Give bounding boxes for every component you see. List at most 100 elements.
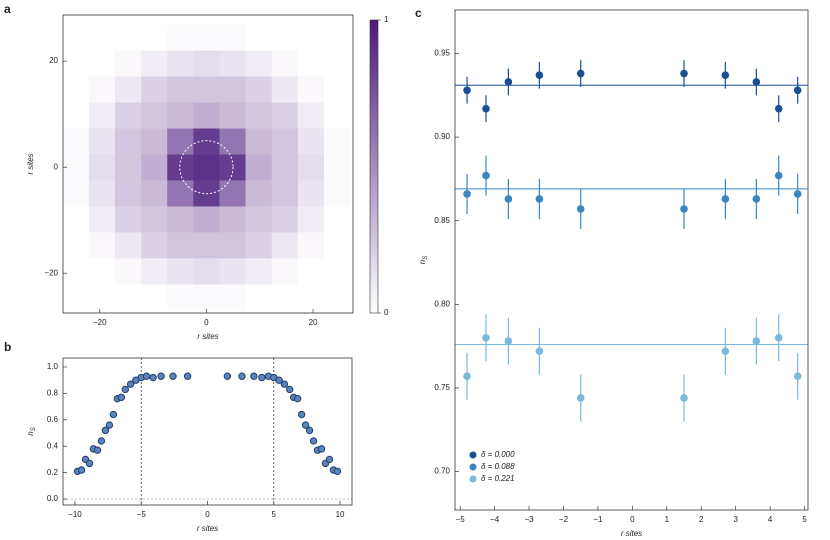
heatmap-cell: [167, 258, 194, 285]
legend-marker: [469, 463, 477, 471]
heatmap-cell: [62, 102, 90, 129]
x-axis-label: r sites: [621, 529, 642, 538]
x-tick-label: 2: [699, 515, 704, 524]
point: [535, 195, 544, 203]
x-tick-label: −3: [524, 515, 534, 524]
heatmap-cell: [297, 232, 325, 259]
heatmap-cell: [167, 24, 194, 51]
heatmap-cell: [323, 50, 351, 77]
point: [680, 205, 688, 213]
point: [535, 347, 544, 355]
heatmap-cell: [297, 206, 325, 233]
heatmap-cell: [62, 128, 90, 155]
point: [463, 190, 471, 198]
heatmap-cell: [114, 128, 142, 155]
point: [752, 337, 761, 345]
heatmap-cell: [219, 128, 246, 155]
point: [280, 380, 289, 388]
y-tick-label: 0.8: [47, 389, 59, 398]
point: [85, 459, 94, 468]
heatmap-cell: [219, 258, 246, 285]
point: [482, 333, 490, 342]
x-tick-label: 0: [204, 318, 209, 327]
x-tick-label: 3: [733, 515, 738, 524]
heatmap-cell: [167, 128, 194, 155]
x-tick-label: 20: [309, 318, 318, 327]
heatmap-cell: [297, 128, 325, 155]
heatmap-cell: [323, 232, 351, 259]
point: [535, 71, 544, 80]
point: [576, 394, 585, 402]
y-tick-label: 0.2: [47, 468, 59, 477]
point: [285, 385, 294, 394]
heatmap-cell: [114, 50, 142, 77]
dashed-circle: [179, 140, 234, 195]
point: [482, 104, 490, 113]
heatmap-cell: [88, 102, 116, 129]
x-tick-label: 0: [205, 510, 210, 519]
heatmap-cell: [297, 284, 325, 311]
heatmap-cell: [297, 180, 325, 207]
heatmap-cell: [219, 102, 246, 129]
y-tick-label: 0.80: [434, 299, 450, 308]
heatmap-cell: [62, 258, 90, 285]
heatmap-cell: [167, 154, 194, 181]
heatmap-cell: [114, 284, 142, 311]
y-axis-label: nS: [26, 427, 36, 435]
heatmap-cell: [271, 154, 299, 181]
point: [157, 372, 165, 380]
x-tick-label: 0: [630, 515, 635, 524]
heatmap-cell: [271, 284, 299, 311]
heatmap-cell: [88, 24, 116, 51]
heatmap-cell: [62, 206, 90, 233]
point: [774, 104, 783, 113]
heatmap-cell: [114, 232, 142, 259]
point: [752, 78, 761, 86]
heatmap-cell: [297, 154, 325, 181]
heatmap-cell: [141, 50, 168, 77]
heatmap-cell: [141, 128, 168, 155]
point: [121, 385, 130, 394]
y-tick-label: 0.6: [47, 415, 59, 424]
heatmap-cell: [88, 258, 116, 285]
legend-label: δ = 0.221: [481, 474, 515, 483]
panel-label: b: [4, 340, 11, 354]
heatmap-cell: [245, 24, 273, 51]
heatmap-cell: [271, 180, 299, 207]
point: [680, 394, 688, 402]
point: [504, 78, 513, 86]
heatmap-cell: [271, 258, 299, 285]
point: [752, 195, 761, 203]
y-tick-label: 0.0: [47, 494, 59, 503]
legend-label: δ = 0.088: [481, 462, 515, 471]
colorbar-tick-label: 0: [384, 308, 389, 317]
point: [333, 467, 342, 476]
axes-frame: [62, 14, 354, 314]
heatmap-cell: [88, 232, 116, 259]
heatmap-cell: [323, 24, 351, 51]
heatmap-cell: [141, 232, 168, 259]
heatmap-cell: [219, 76, 246, 103]
point: [576, 69, 585, 78]
point: [105, 421, 114, 429]
y-tick-label: 20: [49, 56, 58, 65]
x-axis-label: r sites: [197, 524, 218, 533]
y-axis-label-sub: S: [423, 256, 429, 260]
heatmap-cell: [271, 102, 299, 129]
heatmap-cell: [323, 258, 351, 285]
point: [238, 372, 246, 380]
y-axis-label: r sites: [26, 153, 35, 174]
heatmap-cell: [297, 102, 325, 129]
heatmap-cell: [323, 128, 351, 155]
heatmap-cell: [62, 76, 90, 103]
point: [223, 372, 232, 380]
heatmap-cell: [297, 24, 325, 51]
point: [504, 337, 513, 345]
heatmap-cell: [62, 284, 90, 311]
point: [721, 195, 730, 203]
heatmap-cell: [62, 232, 90, 259]
heatmap-cell: [323, 154, 351, 181]
heatmap-cell: [141, 102, 168, 129]
heatmap-cell: [88, 284, 116, 311]
